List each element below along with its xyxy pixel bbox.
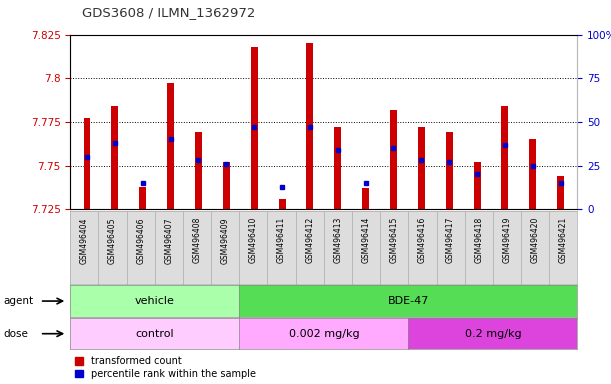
Bar — [279, 199, 285, 209]
Text: GSM496410: GSM496410 — [249, 217, 258, 263]
Text: control: control — [136, 329, 174, 339]
Bar — [334, 127, 342, 209]
Text: GSM496412: GSM496412 — [306, 217, 314, 263]
Text: GSM496405: GSM496405 — [108, 217, 117, 263]
Text: GSM496408: GSM496408 — [192, 217, 202, 263]
Text: GSM496415: GSM496415 — [390, 217, 399, 263]
Text: GSM496419: GSM496419 — [502, 217, 511, 263]
Text: GSM496421: GSM496421 — [559, 217, 568, 263]
Text: GSM496420: GSM496420 — [530, 217, 540, 263]
Bar — [111, 106, 119, 209]
Bar — [390, 110, 397, 209]
Text: 0.2 mg/kg: 0.2 mg/kg — [464, 329, 521, 339]
Text: GDS3608 / ILMN_1362972: GDS3608 / ILMN_1362972 — [82, 6, 256, 19]
Bar — [474, 162, 481, 209]
Bar — [84, 118, 90, 209]
Bar — [167, 83, 174, 209]
Bar — [529, 139, 536, 209]
Bar — [557, 176, 564, 209]
Bar — [362, 188, 369, 209]
Text: GSM496407: GSM496407 — [164, 217, 174, 263]
Text: GSM496418: GSM496418 — [474, 217, 483, 263]
Text: GSM496404: GSM496404 — [80, 217, 89, 263]
Legend: transformed count, percentile rank within the sample: transformed count, percentile rank withi… — [75, 356, 255, 379]
Bar — [418, 127, 425, 209]
Bar — [251, 47, 258, 209]
Bar — [306, 43, 313, 209]
Text: GSM496414: GSM496414 — [362, 217, 371, 263]
Text: BDE-47: BDE-47 — [387, 296, 429, 306]
Text: GSM496406: GSM496406 — [136, 217, 145, 263]
Bar — [502, 106, 508, 209]
Text: agent: agent — [3, 296, 33, 306]
Bar — [139, 187, 146, 209]
Bar — [223, 162, 230, 209]
Text: GSM496413: GSM496413 — [334, 217, 342, 263]
Text: 0.002 mg/kg: 0.002 mg/kg — [288, 329, 359, 339]
Text: GSM496409: GSM496409 — [221, 217, 230, 263]
Text: GSM496417: GSM496417 — [446, 217, 455, 263]
Text: vehicle: vehicle — [135, 296, 175, 306]
Text: dose: dose — [3, 329, 28, 339]
Bar — [195, 132, 202, 209]
Text: GSM496416: GSM496416 — [418, 217, 427, 263]
Text: GSM496411: GSM496411 — [277, 217, 286, 263]
Bar — [446, 132, 453, 209]
